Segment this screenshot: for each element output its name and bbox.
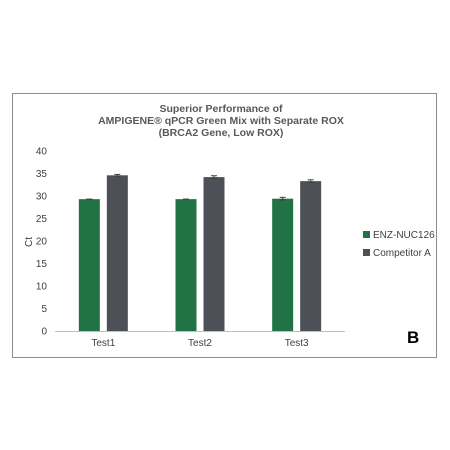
x-tick-label: Test3: [285, 338, 309, 349]
y-tick-label: 20: [36, 237, 48, 248]
legend-swatch: [363, 231, 370, 238]
y-tick-label: 40: [36, 147, 48, 158]
y-tick-label: 10: [36, 282, 48, 293]
panel-letter: B: [407, 328, 419, 347]
chart-frame: Superior Performance of AMPIGENE® qPCR G…: [12, 93, 437, 358]
legend-swatch: [363, 249, 370, 256]
bar-chart: Superior Performance of AMPIGENE® qPCR G…: [24, 103, 435, 349]
chart-title: Superior Performance of AMPIGENE® qPCR G…: [98, 103, 344, 139]
y-tick-label: 0: [41, 327, 47, 338]
chart-title-line-3: (BRCA2 Gene, Low ROX): [159, 127, 284, 139]
chart-title-line-2: AMPIGENE® qPCR Green Mix with Separate R…: [98, 115, 344, 127]
y-tick-label: 5: [41, 304, 47, 315]
legend-label: Competitor A: [373, 248, 431, 259]
x-tick-label: Test2: [188, 338, 212, 349]
x-tick-label: Test1: [91, 338, 115, 349]
x-axis: Test1 Test2 Test3: [55, 331, 345, 349]
bar-series: [78, 173, 322, 331]
bar-enz-nuc126-test1: [78, 199, 100, 331]
chart-title-line-1: Superior Performance of: [159, 103, 283, 115]
y-tick-label: 30: [36, 192, 48, 203]
legend-label: ENZ-NUC126: [373, 230, 435, 241]
y-axis-label: Ct: [24, 237, 35, 247]
y-tick-label: 15: [36, 259, 48, 270]
y-tick-label: 35: [36, 169, 48, 180]
bar-competitor-a-test2: [203, 177, 225, 331]
bar-enz-nuc126-test3: [272, 198, 294, 331]
y-axis: 0 5 10 15 20 25 30 35 40: [36, 147, 48, 338]
bar-enz-nuc126-test2: [175, 199, 197, 331]
bar-competitor-a-test1: [106, 175, 128, 331]
bar-competitor-a-test3: [300, 181, 322, 331]
legend: ENZ-NUC126 Competitor A: [363, 230, 435, 259]
y-tick-label: 25: [36, 214, 48, 225]
